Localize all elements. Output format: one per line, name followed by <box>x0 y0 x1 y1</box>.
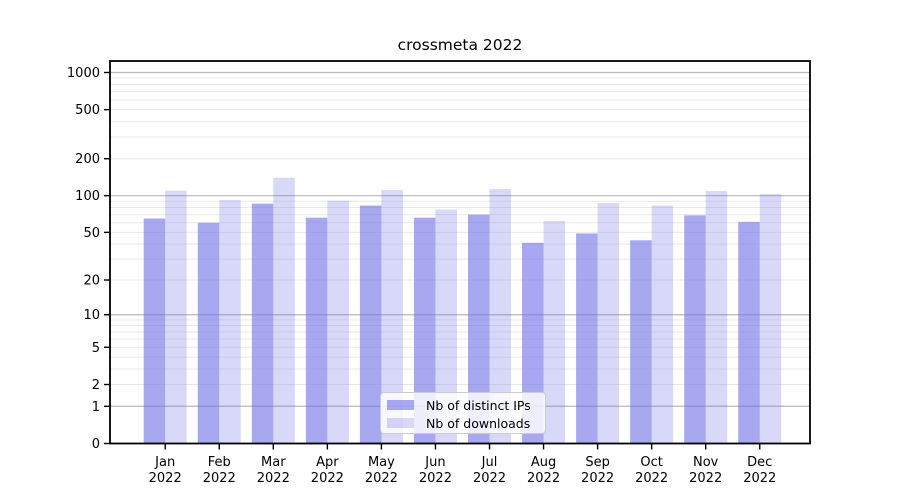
legend-label-downloads: Nb of downloads <box>426 415 531 431</box>
y-tick-label-100: 100 <box>75 189 100 204</box>
x-tick-label-month-nov: Nov <box>693 455 719 470</box>
x-tick-label-year-feb: 2022 <box>203 471 236 486</box>
y-tick-label-500: 500 <box>75 103 100 118</box>
x-tick-label-month-apr: Apr <box>316 455 339 470</box>
y-tick-label-50: 50 <box>83 226 100 241</box>
bar-distinct-ips-jan <box>143 218 166 444</box>
y-tick-label-2: 2 <box>92 378 100 393</box>
legend-entry-downloads: Nb of downloads <box>381 414 545 432</box>
legend-entry-distinct-ips: Nb of distinct IPs <box>381 396 545 414</box>
x-tick-label-year-may: 2022 <box>365 471 398 486</box>
bar-downloads-dec <box>759 194 782 444</box>
bar-downloads-sep <box>597 203 620 444</box>
y-tick-label-5: 5 <box>92 341 100 356</box>
legend-label-distinct-ips: Nb of distinct IPs <box>426 397 531 413</box>
x-tick-label-year-nov: 2022 <box>689 471 722 486</box>
x-tick-label-month-aug: Aug <box>531 455 556 470</box>
x-tick-label-year-oct: 2022 <box>635 471 668 486</box>
bar-downloads-feb <box>219 200 241 444</box>
legend-swatch-distinct-ips <box>387 400 414 410</box>
x-tick-label-month-may: May <box>368 455 395 470</box>
plot-border <box>109 60 811 445</box>
bar-distinct-ips-mar <box>251 203 274 444</box>
legend-swatch-downloads <box>387 418 414 428</box>
bar-downloads-aug <box>543 221 566 444</box>
bar-downloads-may <box>381 190 403 444</box>
bar-downloads-nov <box>705 191 728 444</box>
x-tick-label-month-sep: Sep <box>585 455 610 470</box>
bar-distinct-ips-jun <box>413 217 436 444</box>
x-tick-label-month-jan: Jan <box>154 455 175 470</box>
x-tick-label-year-mar: 2022 <box>257 471 290 486</box>
x-tick-label-year-aug: 2022 <box>527 471 560 486</box>
bar-downloads-mar <box>273 177 295 444</box>
x-tick-label-month-mar: Mar <box>261 455 286 470</box>
bar-downloads-apr <box>327 200 349 444</box>
x-tick-label-month-jun: Jun <box>424 455 445 470</box>
y-tick-label-10: 10 <box>83 308 100 323</box>
bar-distinct-ips-may <box>359 205 382 444</box>
bar-distinct-ips-sep <box>576 233 598 444</box>
x-tick-label-year-jan: 2022 <box>149 471 182 486</box>
x-tick-label-month-dec: Dec <box>747 455 772 470</box>
y-tick-label-1: 1 <box>92 400 100 415</box>
y-tick-label-1000: 1000 <box>67 66 100 81</box>
x-tick-label-month-feb: Feb <box>208 455 231 470</box>
bar-distinct-ips-apr <box>305 217 328 444</box>
y-tick-label-200: 200 <box>75 152 100 167</box>
bar-distinct-ips-nov <box>684 215 706 444</box>
legend: Nb of distinct IPs Nb of downloads <box>380 392 546 434</box>
x-tick-label-year-jul: 2022 <box>473 471 506 486</box>
x-tick-label-month-jul: Jul <box>481 455 498 470</box>
x-tick-label-month-oct: Oct <box>640 455 662 470</box>
bar-distinct-ips-dec <box>738 221 760 444</box>
x-tick-label-year-apr: 2022 <box>311 471 344 486</box>
x-tick-label-year-dec: 2022 <box>743 471 776 486</box>
bar-distinct-ips-jul <box>468 214 490 444</box>
chart-title: crossmeta 2022 <box>397 36 523 54</box>
bar-downloads-jun <box>435 209 457 444</box>
y-tick-label-20: 20 <box>83 274 100 289</box>
y-tick-label-0: 0 <box>92 437 100 452</box>
bar-downloads-jul <box>489 189 511 444</box>
bar-downloads-jan <box>165 190 187 444</box>
bar-downloads-oct <box>651 205 674 444</box>
x-tick-label-year-sep: 2022 <box>581 471 614 486</box>
bar-distinct-ips-feb <box>197 222 220 444</box>
bar-distinct-ips-oct <box>630 240 652 444</box>
x-tick-label-year-jun: 2022 <box>419 471 452 486</box>
